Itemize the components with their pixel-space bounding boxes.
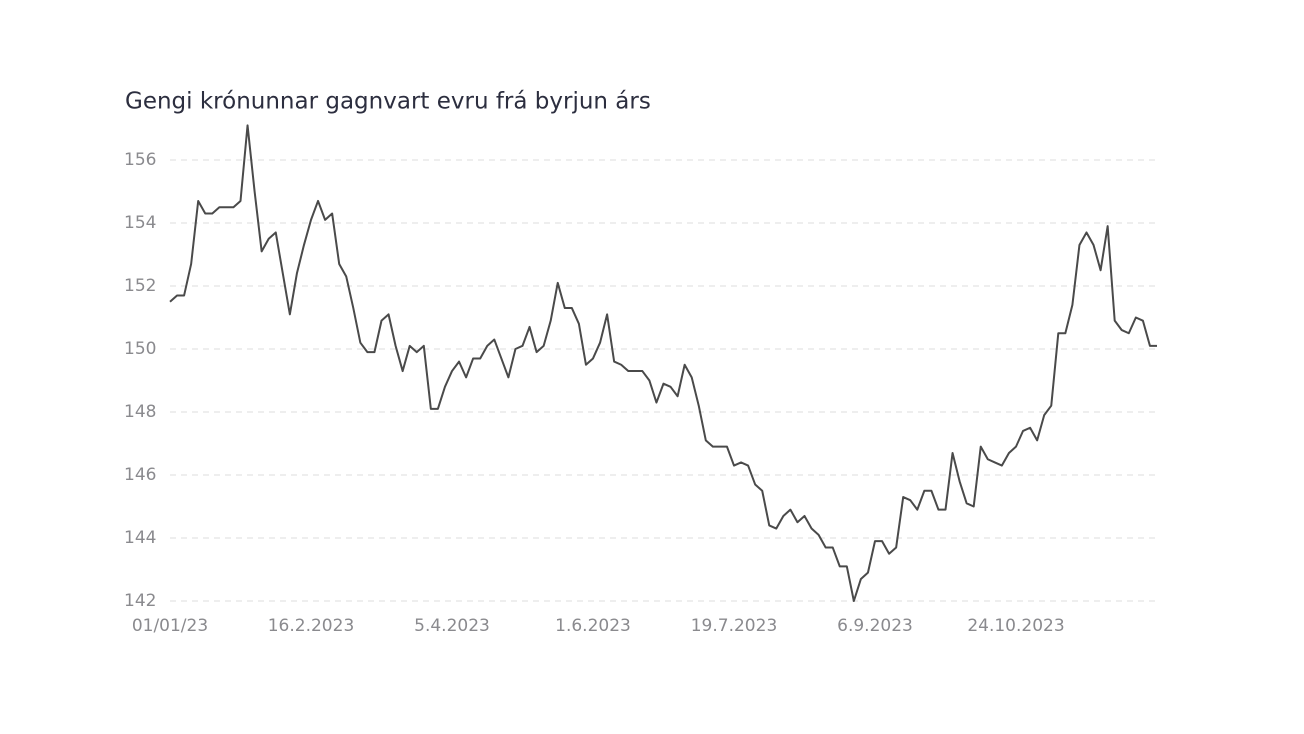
y-tick-label: 156: [124, 150, 156, 170]
x-tick-label: 6.9.2023: [837, 616, 913, 636]
y-tick-label: 150: [124, 339, 156, 359]
y-tick-label: 142: [124, 591, 156, 611]
x-tick-label: 1.6.2023: [555, 616, 631, 636]
y-tick-label: 146: [124, 465, 156, 485]
x-tick-label: 5.4.2023: [414, 616, 490, 636]
x-tick-label: 19.7.2023: [691, 616, 778, 636]
x-tick-label: 16.2.2023: [268, 616, 355, 636]
chart-title: Gengi krónunnar gagnvart evru frá byrjun…: [125, 89, 651, 115]
line: [169, 124, 1157, 602]
y-tick-label: 152: [124, 276, 156, 296]
y-tick-label: 154: [124, 213, 156, 233]
x-tick-label: 24.10.2023: [967, 616, 1064, 636]
y-tick-label: 144: [124, 528, 156, 548]
y-tick-label: 148: [124, 402, 156, 422]
x-tick-label: 01/01/23: [132, 616, 208, 636]
